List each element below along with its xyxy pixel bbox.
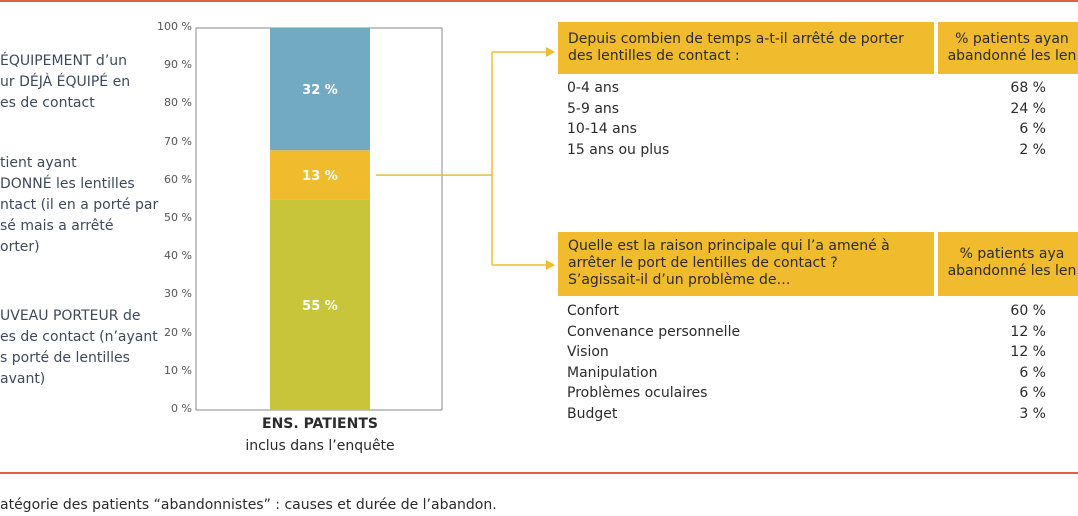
y-tick-label: 40 % — [164, 249, 192, 263]
bar-segment-label: 32 % — [302, 83, 338, 98]
legend-renouvellement: ÉQUIPEMENT d’un ur DÉJÀ ÉQUIPÉ en es de … — [0, 53, 131, 111]
table-row-label: 10-14 ans — [567, 121, 637, 137]
legend-nouveau-porteur: UVEAU PORTEUR de es de contact (n’ayant … — [0, 308, 158, 387]
reason-question-header: Quelle est la raison principale qui l’a … — [558, 232, 934, 296]
bar-segment — [270, 150, 370, 200]
table-row-label: 5-9 ans — [567, 100, 620, 117]
table-row-value: 6 % — [1019, 364, 1046, 381]
bar-segment — [270, 28, 370, 151]
table-row-value: 6 % — [1019, 121, 1046, 137]
legend-abandon: tient ayant DONNÉ les lentilles ntact (i… — [0, 155, 159, 255]
table-row-value: 3 % — [1019, 405, 1046, 422]
table-row-value: 12 % — [1010, 323, 1046, 340]
y-tick-label: 50 % — [164, 211, 192, 224]
y-tick-label: 70 % — [164, 134, 192, 148]
y-tick-label: 10 % — [164, 363, 192, 377]
table-row-value: 24 % — [1010, 100, 1046, 117]
table-row-label: 15 ans ou plus — [567, 141, 670, 158]
figure-caption: atégorie des patients “abandonnistes” : … — [0, 497, 497, 513]
table-row-value: 68 % — [1010, 80, 1046, 96]
duration-question-header: Depuis combien de temps a-t-il arrêté de… — [558, 22, 934, 74]
y-tick-label: 90 % — [164, 58, 192, 72]
bar-segment — [270, 199, 370, 410]
y-tick-label: 20 % — [164, 325, 192, 339]
bar-segment-label: 55 % — [302, 299, 338, 314]
y-tick-label: 60 % — [164, 172, 192, 186]
table-row-value: 2 % — [1019, 141, 1046, 158]
duration-pct-header: % patients ayan abandonné les len — [938, 22, 1078, 74]
y-tick-label: 80 % — [164, 96, 192, 110]
table-row-label: Budget — [567, 405, 618, 422]
top-rule — [0, 0, 1078, 2]
bar-segment-label: 13 % — [302, 169, 338, 184]
y-tick-label: 100 % — [157, 20, 192, 33]
arrow-head-icon — [546, 47, 555, 57]
y-tick-label: 30 % — [164, 287, 192, 301]
table-row-label: Confort — [567, 303, 619, 319]
table-row-label: Manipulation — [567, 364, 658, 381]
table-row-value: 12 % — [1010, 344, 1046, 360]
arrow-head-icon — [546, 260, 555, 270]
reason-pct-header: % patients aya abandonné les len — [938, 232, 1078, 296]
y-tick-label: 0 % — [171, 402, 192, 415]
table-row-value: 6 % — [1019, 385, 1046, 401]
table-row-label: Convenance personnelle — [567, 323, 741, 340]
bottom-rule — [0, 472, 1078, 474]
table-row-label: Problèmes oculaires — [567, 385, 708, 401]
x-category-sublabel: inclus dans l’enquête — [245, 438, 395, 454]
table-row-label: 0-4 ans — [567, 80, 620, 96]
table-row-label: Vision — [567, 344, 609, 360]
table-row-value: 60 % — [1010, 303, 1046, 319]
x-category-label: ENS. PATIENTS — [262, 416, 378, 432]
